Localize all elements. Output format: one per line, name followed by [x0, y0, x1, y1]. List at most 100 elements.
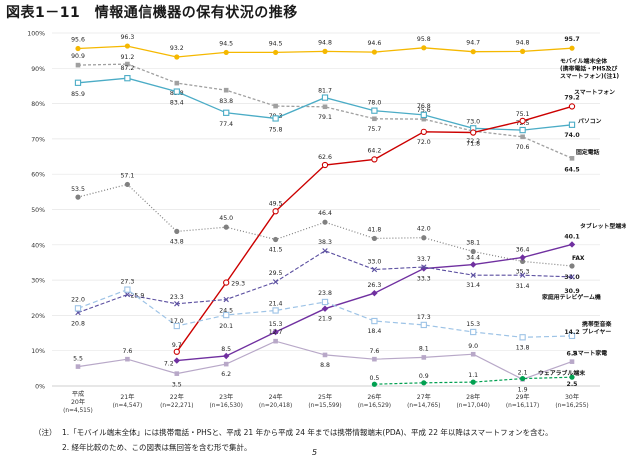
data-point — [174, 228, 180, 234]
x-tick-label: 27年 — [417, 393, 431, 401]
data-label: 79.1 — [318, 114, 332, 121]
data-label: 78.0 — [368, 100, 382, 107]
data-point — [273, 49, 279, 56]
data-point — [520, 258, 526, 264]
note-row-1: （注） 1.「モバイル端末全体」には携帯電話・PHSと、平成 21 年から平成 … — [34, 425, 553, 440]
data-label: 5.5 — [73, 356, 83, 363]
data-label: 94.8 — [516, 39, 530, 46]
data-point — [75, 45, 81, 52]
data-point — [273, 338, 278, 344]
data-label: 20.8 — [71, 321, 85, 328]
x-tick-label: 23年 — [219, 393, 233, 401]
data-label: 83.8 — [219, 98, 233, 105]
data-label: 95.8 — [417, 36, 431, 43]
data-point — [420, 111, 427, 119]
series-name-label: パソコン — [578, 117, 602, 125]
y-tick-label: 30% — [31, 278, 45, 285]
data-label: 81.7 — [318, 88, 332, 95]
data-point — [322, 352, 328, 358]
data-label: 21.9 — [318, 316, 332, 323]
data-point — [568, 332, 576, 340]
data-label: 14.2 — [564, 329, 579, 336]
data-point — [470, 49, 476, 55]
data-point — [125, 356, 130, 362]
chart-notes: （注） 1.「モバイル端末全体」には携帯電話・PHSと、平成 21 年から平成 … — [34, 425, 553, 455]
data-point — [322, 104, 328, 110]
data-point — [520, 375, 526, 382]
note-prefix: （注） — [34, 428, 57, 437]
y-tick-label: 60% — [31, 172, 45, 179]
data-label: 71.8 — [466, 141, 480, 148]
data-point — [569, 359, 575, 364]
data-label: 94.8 — [318, 39, 332, 46]
data-point — [321, 161, 329, 169]
data-label: 49.5 — [269, 200, 283, 207]
data-point — [75, 62, 81, 68]
data-point — [569, 274, 575, 280]
data-point — [371, 49, 377, 55]
data-label: 57.1 — [121, 172, 135, 179]
data-point — [322, 48, 328, 54]
data-label: 72.0 — [417, 139, 431, 146]
data-point — [372, 116, 377, 122]
data-point — [223, 109, 230, 116]
series-name-label: ウェアラブル端末 — [538, 369, 585, 377]
data-point — [421, 380, 427, 386]
series-name-label: スマート家電 — [572, 349, 607, 357]
series-name-label: モバイル端末全体 — [560, 57, 607, 65]
data-label: 42.0 — [417, 226, 431, 233]
data-point — [124, 291, 131, 298]
x-sample-size: (n=14,765) — [407, 403, 440, 409]
data-point — [420, 265, 427, 272]
x-sample-size: (n=16,117) — [506, 403, 539, 409]
data-label: 38.3 — [318, 239, 332, 246]
data-label: 7.6 — [369, 348, 379, 355]
data-label: 94.5 — [219, 40, 233, 47]
data-point — [519, 272, 526, 278]
data-label: 15.3 — [466, 321, 480, 328]
data-point — [520, 134, 525, 140]
data-label: 43.8 — [170, 238, 184, 245]
data-point — [223, 361, 229, 367]
x-tick-label: 24年 — [269, 393, 283, 401]
data-label: 34.4 — [466, 255, 480, 262]
data-label: 62.6 — [318, 154, 332, 161]
note-2: 2. 経年比較のため、この図表は無回答を含む形で集計。 — [62, 443, 252, 452]
data-label: 17.3 — [417, 314, 431, 321]
data-point — [174, 54, 180, 60]
data-label: 0.5 — [369, 375, 379, 382]
data-label: 53.5 — [71, 186, 85, 193]
x-sample-size: (n=22,271) — [160, 403, 193, 409]
data-point — [421, 235, 427, 241]
y-tick-label: 40% — [31, 242, 45, 249]
data-label: 72.2 — [466, 138, 480, 145]
data-label: 95.6 — [71, 37, 85, 44]
data-label: 2.1 — [518, 370, 528, 377]
data-label: 94.5 — [269, 40, 283, 47]
data-point — [371, 381, 377, 387]
data-point — [321, 305, 329, 312]
data-label: 15.3 — [269, 321, 283, 328]
data-point — [223, 279, 230, 286]
series-name-label: 家庭用テレビゲーム機 — [542, 293, 601, 301]
data-label: 3.5 — [172, 382, 182, 389]
x-tick-label: 25年 — [318, 393, 332, 401]
x-tick-label: 20年 — [71, 398, 85, 406]
y-tick-label: 90% — [31, 66, 45, 73]
data-label: 26.3 — [368, 282, 382, 289]
data-point — [371, 266, 378, 273]
data-label: 38.1 — [466, 240, 480, 247]
data-label: 33.7 — [417, 256, 431, 263]
data-label: 24.5 — [219, 308, 233, 315]
data-point — [470, 129, 477, 136]
data-label: 93.2 — [170, 45, 184, 52]
data-point — [125, 61, 130, 67]
data-point — [124, 286, 131, 293]
data-label: 17.0 — [170, 318, 184, 325]
data-point — [174, 371, 180, 376]
series-name-label: (携帯電話・PHS及び — [560, 65, 618, 73]
data-label: 8.8 — [320, 362, 330, 369]
x-sample-size: (n=15,599) — [308, 403, 341, 409]
series-name-label: スマートフォン)(注1) — [560, 72, 619, 80]
